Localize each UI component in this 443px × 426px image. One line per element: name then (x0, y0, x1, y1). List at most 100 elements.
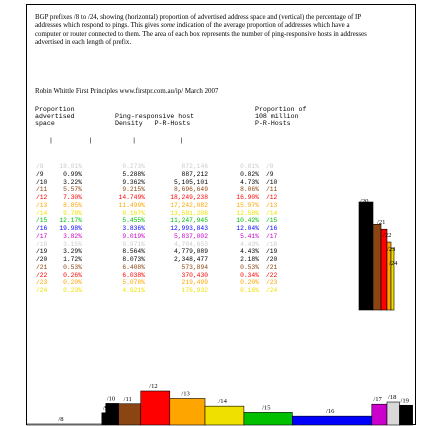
table-cell-p18-0: /18 (36, 240, 48, 248)
table-cell-p10-0: /10 (36, 178, 48, 186)
table-cell-p9-3: 887,212 (181, 170, 208, 178)
table-cell-p14-3: 13,581,208 (170, 209, 208, 217)
table-cell-p13-5: /13 (266, 201, 278, 209)
table-cell-p23-1: 0.20% (63, 279, 82, 287)
table-cell-p11-5: /11 (266, 186, 278, 194)
table-cell-p19-1: 3.29% (63, 248, 82, 256)
data-table: /8 18.81% 0.273% 872,146 0.81% /8/9 0.99% 5.288… (27, 5, 357, 305)
table-cell-p24-3: 176,932 (181, 287, 208, 294)
bar-p9 (101, 412, 107, 426)
table-cell-p9-1: 0.99% (63, 170, 82, 178)
table-cell-p17-4: 5.41% (240, 232, 259, 240)
table-cell-p13-1: 8.85% (63, 201, 82, 209)
table-cell-p14-0: /14 (36, 209, 48, 217)
table-cell-p14-1: 9.78% (63, 209, 82, 217)
bar-p12 (140, 390, 171, 426)
table-cell-p19-2: 8.564% (122, 248, 145, 256)
table-cell-p19-0: /19 (36, 248, 48, 256)
table-cell-p23-3: 219,499 (181, 279, 208, 287)
table-cell-p19-4: 4.43% (240, 248, 259, 256)
table-cell-p15-1: 12.17% (59, 217, 82, 225)
bar-label-p14: /14 (218, 398, 227, 405)
intro-text: BGP prefixes /8 to /24, showing (horizon… (35, 14, 370, 47)
table-cell-p12-3: 18,249,238 (170, 194, 208, 201)
header-tick-marks: | | | | (49, 137, 184, 144)
table-cell-p16-5: /16 (266, 225, 278, 232)
table-cell-p8-0: /8 (36, 163, 44, 170)
bar-label-p10: /10 (107, 395, 116, 402)
bar-label-p16: /16 (326, 408, 335, 415)
table-cell-p20-1: 1.72% (63, 256, 82, 263)
bar-label-p18: /18 (388, 394, 397, 401)
table-cell-p15-0: /15 (36, 217, 48, 225)
table-cell-p9-2: 5.288% (122, 170, 145, 178)
table-cell-p16-3: 12,993,843 (170, 225, 208, 232)
bar-p14 (204, 405, 245, 426)
inset-bar-p20 (358, 201, 374, 311)
table-cell-p10-2: 9.362% (122, 178, 145, 186)
bar-p16 (292, 415, 373, 426)
intro-part1: BGP prefixes /8 to /24, showing (horizon… (35, 14, 361, 30)
table-cell-p8-4: 0.81% (240, 163, 259, 170)
table-cell-p12-2: 14.749% (118, 194, 145, 201)
inset-label-p20: /20 (360, 198, 369, 205)
credit-line: Robin Whittle First Principles www.first… (35, 88, 219, 95)
table-cell-p18-4: 4.43% (240, 240, 259, 248)
table-cell-p24-0: /24 (36, 287, 48, 294)
chart-frame: BGP prefixes /8 to /24, showing (horizon… (26, 4, 416, 426)
table-cell-p9-0: /9 (36, 170, 44, 178)
bar-label-p15: /15 (262, 404, 271, 411)
table-cell-p9-4: 0.82% (240, 170, 259, 178)
table-cell-p12-1: 7.30% (63, 194, 82, 201)
table-cell-p18-3: 4,704,653 (173, 240, 208, 248)
table-cell-p24-1: 0.23% (63, 287, 82, 294)
table-cell-p24-5: /24 (266, 287, 278, 294)
table-cell-p18-2: 9.971% (122, 240, 145, 248)
bar-label-p13: /13 (181, 390, 190, 397)
header-proportion-space: Proportion advertised space (35, 106, 75, 127)
table-cell-p10-5: /10 (266, 178, 278, 186)
table-cell-p23-2: 5.078% (122, 279, 145, 287)
table-cell-p14-4: 12.58% (236, 209, 259, 217)
bar-p18 (386, 401, 400, 426)
table-cell-p11-1: 5.57% (63, 186, 82, 194)
inset-label-p23: /23 (387, 246, 396, 253)
bar-p11 (118, 403, 142, 426)
table-cell-p22-3: 370,430 (181, 271, 208, 279)
table-cell-p9-5: /9 (266, 170, 274, 178)
bar-p19 (399, 404, 413, 426)
table-cell-p14-5: /14 (266, 209, 278, 217)
table-cell-p17-5: /17 (266, 232, 278, 240)
table-cell-p17-2: 9.019% (122, 232, 145, 240)
bar-p13 (169, 398, 206, 426)
bar-label-p8: /8 (58, 416, 64, 423)
table-cell-p15-3: 11,247,945 (170, 217, 208, 225)
table-cell-p23-0: /23 (36, 279, 48, 287)
table-cell-p21-2: 6.408% (122, 263, 145, 271)
table-cell-p21-4: 0.53% (240, 263, 259, 271)
header-proportion-hosts: Proportion of 108 million P-R-Hosts (255, 106, 307, 127)
table-cell-p10-3: 5,105,101 (173, 178, 208, 186)
bar-label-p11: /11 (124, 396, 132, 403)
inset-bar-p22 (380, 228, 388, 311)
table-cell-p22-0: /22 (36, 271, 48, 279)
table-headers: Proportion advertised space Ping-respons… (35, 106, 365, 156)
header-density-hosts: Ping-responsive host Density P-R-Hosts (115, 113, 195, 127)
inset-bar-p21 (372, 223, 382, 311)
inset-label-p24: /24 (389, 260, 398, 267)
table-cell-p11-2: 9.215% (122, 186, 145, 194)
table-cell-p18-1: 3.15% (63, 240, 82, 248)
table-cell-p24-4: 0.16% (240, 287, 259, 294)
table-cell-p8-3: 872,146 (181, 163, 208, 170)
table-cell-p21-3: 573,894 (181, 263, 208, 271)
table-cell-p20-4: 2.18% (240, 256, 259, 263)
table-cell-p11-0: /11 (36, 186, 48, 194)
table-cell-p12-0: /12 (36, 194, 48, 201)
table-cell-p20-3: 2,348,477 (173, 256, 208, 263)
table-cell-p21-1: 0.53% (63, 263, 82, 271)
table-cell-p22-4: 0.34% (240, 271, 259, 279)
table-cell-p23-5: /23 (266, 279, 278, 287)
bar-label-p19: /19 (401, 397, 410, 404)
table-cell-p15-5: /15 (266, 217, 278, 225)
inset-label-p21: /21 (377, 219, 385, 226)
